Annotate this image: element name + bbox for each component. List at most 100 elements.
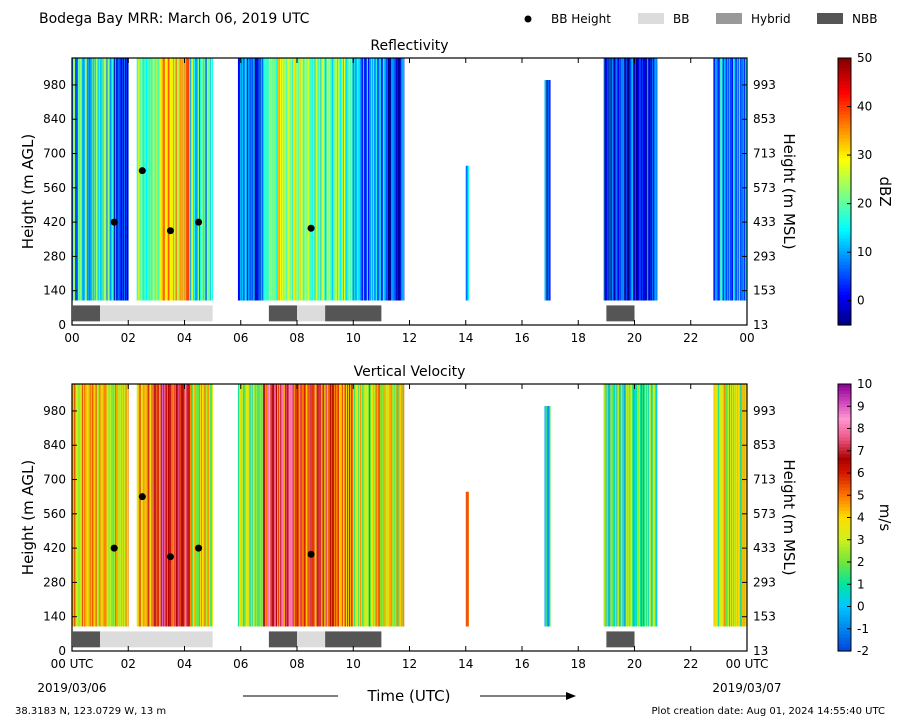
heatmap-cell: [724, 384, 726, 627]
x-tick-label: 00: [64, 331, 79, 345]
heatmap-cell: [162, 384, 165, 627]
heatmap-cell: [631, 58, 633, 301]
x-tick-label: 02: [121, 657, 136, 671]
heatmap-cell: [355, 58, 357, 301]
heatmap-cell: [335, 384, 337, 627]
heatmap-cell: [729, 384, 732, 627]
heatmap-cell: [183, 58, 186, 301]
heatmap-cell: [139, 58, 142, 301]
heatmap-cell: [365, 384, 367, 627]
heatmap-cell: [108, 384, 110, 627]
colorbar-cell: [838, 544, 851, 549]
colorbar-cell: [838, 464, 851, 469]
heatmap-cell: [343, 384, 346, 627]
start-date: 2019/03/06: [37, 681, 106, 695]
heatmap-cell: [736, 58, 739, 301]
bb-type-segment-nbb: [72, 305, 101, 322]
heatmap-cell: [637, 384, 639, 627]
colorbar-cell: [838, 174, 851, 179]
heatmap-cell: [326, 58, 328, 301]
colorbar-cell: [838, 198, 851, 203]
heatmap-cell: [74, 58, 77, 301]
heatmap-cell: [403, 58, 405, 301]
heatmap-cell: [91, 384, 94, 627]
heatmap-cell: [143, 384, 145, 627]
heatmap-cell: [127, 384, 129, 627]
colorbar-tick-label: 20: [857, 197, 872, 211]
colorbar-cell: [838, 624, 851, 629]
figure-title: Bodega Bay MRR: March 06, 2019 UTC: [39, 11, 310, 27]
heatmap-cell: [153, 384, 155, 627]
heatmap-cell: [741, 58, 744, 301]
heatmap-cell: [202, 58, 205, 301]
heatmap-cell: [547, 80, 549, 301]
heatmap-cell: [340, 58, 342, 301]
heatmap-cell: [247, 384, 250, 627]
heatmap-cell: [374, 58, 377, 301]
heatmap-cell: [167, 58, 170, 301]
heatmap-cell: [300, 58, 303, 301]
precip-period: [136, 58, 163, 301]
colorbar-cell: [838, 407, 851, 412]
heatmap-cell: [123, 384, 125, 627]
heatmap-cell: [653, 58, 656, 301]
heatmap-cell: [176, 58, 179, 301]
heatmap-cell: [371, 58, 374, 301]
heatmap-cell: [369, 384, 372, 627]
heatmap-cell: [179, 58, 182, 301]
heatmap-cell: [208, 384, 211, 627]
heatmap-cell: [365, 58, 367, 301]
heatmap-cell: [160, 384, 162, 627]
colorbar-cell: [838, 400, 851, 405]
colorbar-cell: [838, 228, 851, 233]
heatmap-cell: [400, 58, 403, 301]
heatmap-cell: [545, 406, 547, 627]
colorbar-cell: [838, 188, 851, 193]
heatmap-cell: [140, 58, 143, 301]
heatmap-cell: [315, 58, 317, 301]
heatmap-cell: [366, 384, 368, 627]
colorbar-cell: [838, 248, 851, 253]
heatmap-cell: [288, 384, 291, 627]
heatmap-cell: [98, 384, 100, 627]
heatmap-cell: [382, 58, 385, 301]
heatmap-cell: [317, 58, 319, 301]
heatmap-cell: [270, 58, 272, 301]
heatmap-cell: [360, 384, 362, 627]
y-tick-label-right: 573: [753, 507, 776, 521]
heatmap-cell: [396, 58, 399, 301]
colorbar-cell: [838, 144, 851, 149]
heatmap-cell: [170, 58, 173, 301]
heatmap-cell: [309, 384, 311, 627]
heatmap-cell: [198, 58, 201, 301]
heatmap-cell: [302, 58, 305, 301]
heatmap-cell: [327, 384, 329, 627]
heatmap-cell: [266, 58, 268, 301]
colorbar-label: dBZ: [876, 176, 894, 206]
heatmap-cell: [266, 384, 268, 627]
heatmap-cell: [165, 58, 168, 301]
colorbar-cell: [838, 251, 851, 256]
y-tick-label-right: 853: [753, 112, 776, 126]
heatmap-cell: [393, 384, 395, 627]
heatmap-cell: [604, 58, 606, 301]
heatmap-cell: [636, 384, 638, 627]
heatmap-cell: [381, 384, 384, 627]
heatmap-cell: [199, 58, 202, 301]
colorbar-tick-label: 6: [857, 466, 865, 480]
heatmap-cell: [318, 384, 320, 627]
heatmap-cell: [629, 58, 631, 301]
heatmap-cell: [256, 384, 259, 627]
heatmap-cell: [163, 58, 166, 301]
heatmap-cell: [740, 58, 743, 301]
heatmap-cell: [204, 384, 207, 627]
colorbar-cell: [838, 168, 851, 173]
heatmap-cell: [190, 384, 192, 627]
heatmap-cell: [609, 384, 611, 627]
heatmap-cell: [332, 58, 334, 301]
heatmap-cell: [169, 384, 172, 627]
precip-period: [302, 58, 354, 301]
y-tick-label-right: 13: [753, 318, 768, 332]
colorbar-cell: [838, 58, 851, 62]
colorbar-cell: [838, 148, 851, 153]
